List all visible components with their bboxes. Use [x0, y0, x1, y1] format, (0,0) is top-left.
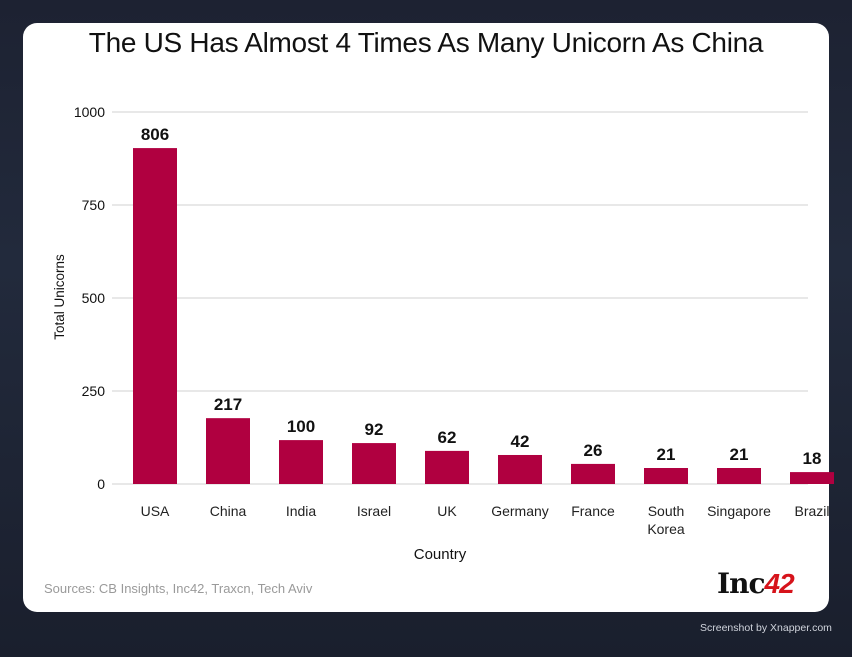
x-axis-label: Country [414, 546, 467, 563]
data-label: 21 [730, 445, 749, 464]
y-axis-label: Total Unicorns [52, 254, 67, 340]
data-labels: 806 217 100 92 62 42 26 21 21 18 [141, 125, 822, 468]
data-label: 26 [584, 441, 603, 460]
bar-israel [352, 443, 396, 484]
bar-china [206, 418, 250, 484]
x-tick-label: France [571, 503, 615, 519]
x-tick-label: Singapore [707, 503, 771, 519]
bar-germany [498, 454, 542, 484]
x-tick-line: Germany [491, 503, 549, 519]
data-label: 92 [365, 420, 384, 439]
x-tick-line: UK [437, 503, 457, 519]
x-axis-ticks: USA China India Israel UK Germany France South K… [141, 503, 830, 537]
data-label: 18 [803, 449, 822, 468]
sources-note: Sources: CB Insights, Inc42, Traxcn, Tec… [44, 581, 313, 596]
chart-title: The US Has Almost 4 Times As Many Unicor… [88, 27, 764, 58]
x-tick-label: India [286, 503, 317, 519]
x-tick-label: Germany [491, 503, 549, 519]
y-tick-label: 750 [82, 197, 106, 213]
x-tick-line: China [210, 503, 247, 519]
data-label: 62 [438, 428, 457, 447]
bar-brazil [790, 472, 834, 484]
x-tick-line: India [286, 503, 317, 519]
y-tick-label: 0 [97, 476, 105, 492]
screenshot-credit: Screenshot by Xnapper.com [700, 622, 832, 634]
x-tick-line: Israel [357, 503, 391, 519]
x-tick-label: Brazil [794, 503, 829, 519]
x-tick-line: Korea [647, 521, 685, 537]
bar-uk [425, 450, 469, 484]
x-tick-line: USA [141, 503, 170, 519]
x-tick-label: USA [141, 503, 170, 519]
x-tick-label: South Korea [647, 503, 685, 537]
bar-france [571, 463, 615, 484]
inc42-logo: Inc42 [717, 567, 795, 600]
y-axis-ticks: 0 250 500 750 1000 [74, 104, 105, 492]
x-tick-line: Brazil [794, 503, 829, 519]
bar-india [279, 440, 323, 484]
x-tick-label: China [210, 503, 247, 519]
y-tick-label: 250 [82, 383, 106, 399]
x-tick-line: South [648, 503, 685, 519]
x-tick-line: France [571, 503, 615, 519]
logo-text: Inc [717, 567, 766, 600]
logo-number: 42 [764, 568, 795, 599]
data-label: 217 [214, 395, 242, 414]
y-tick-label: 500 [82, 290, 106, 306]
x-tick-line: Singapore [707, 503, 771, 519]
bars [133, 148, 834, 485]
data-label: 806 [141, 125, 169, 144]
bar-south-korea [644, 468, 688, 484]
data-label: 42 [511, 432, 530, 451]
data-label: 21 [657, 445, 676, 464]
bar-usa [133, 148, 177, 485]
data-label: 100 [287, 417, 315, 436]
x-tick-label: Israel [357, 503, 391, 519]
y-tick-label: 1000 [74, 104, 105, 120]
x-tick-label: UK [437, 503, 457, 519]
bar-singapore [717, 468, 761, 484]
